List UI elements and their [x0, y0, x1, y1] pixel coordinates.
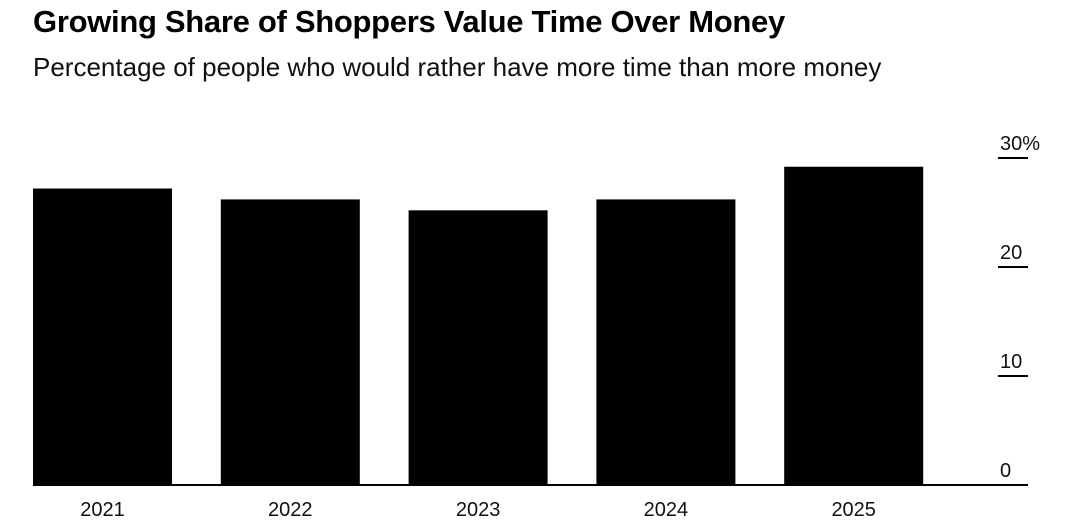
bar-2024 [596, 199, 736, 486]
y-tick-label-20: 20 [1000, 242, 1022, 264]
x-tick-label-2021: 2021 [80, 499, 125, 521]
x-tick-label-2025: 2025 [831, 499, 876, 521]
chart-subtitle: Percentage of people who would rather ha… [33, 52, 882, 82]
chart-title: Growing Share of Shoppers Value Time Ove… [33, 4, 785, 39]
x-tick-label-2023: 2023 [456, 499, 501, 521]
y-tick-label-0: 0 [1000, 460, 1011, 482]
x-tick-label-2024: 2024 [644, 499, 689, 521]
y-tick-label-10: 10 [1000, 351, 1022, 373]
y-tick-label-30: 30% [1000, 133, 1040, 155]
bar-2021 [33, 188, 172, 485]
x-tick-label-2022: 2022 [268, 499, 313, 521]
bar-2022 [220, 199, 360, 486]
bar-2025 [784, 166, 924, 485]
bar-2023 [408, 210, 548, 485]
